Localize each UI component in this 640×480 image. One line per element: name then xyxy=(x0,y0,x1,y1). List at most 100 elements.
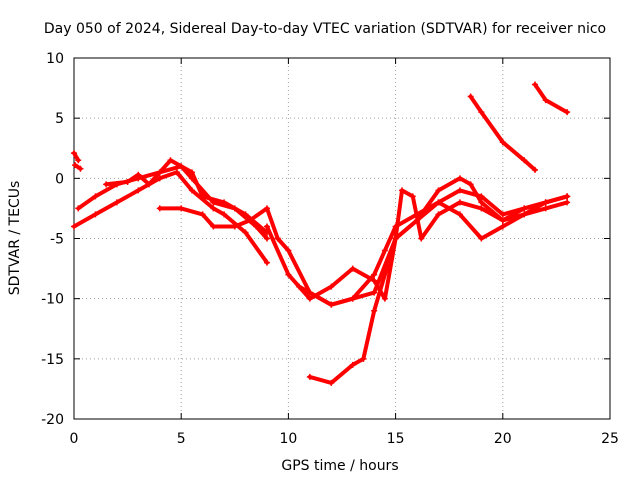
data-point xyxy=(92,193,99,200)
y-tick-label: -20 xyxy=(41,412,64,428)
y-tick-label: 0 xyxy=(55,171,64,187)
data-point xyxy=(124,178,131,185)
series-line xyxy=(533,82,570,115)
data-point xyxy=(409,193,416,200)
series-track-7 xyxy=(306,199,571,386)
data-point xyxy=(542,205,549,212)
data-point xyxy=(499,211,506,218)
data-point xyxy=(199,211,206,218)
data-point xyxy=(435,199,442,206)
data-point xyxy=(371,307,378,314)
data-point xyxy=(173,169,180,176)
data-point xyxy=(467,93,474,100)
series-track-10 xyxy=(531,81,571,116)
data-point xyxy=(349,361,356,368)
x-tick-label: 15 xyxy=(387,431,405,447)
data-point xyxy=(75,157,82,164)
series-track-4 xyxy=(156,205,281,242)
series-line xyxy=(307,200,570,385)
data-point xyxy=(392,235,399,242)
data-point xyxy=(242,229,249,236)
data-point xyxy=(360,355,367,362)
data-point xyxy=(210,223,217,230)
y-tick-label: -10 xyxy=(41,292,64,308)
data-point xyxy=(328,301,335,308)
data-point xyxy=(246,217,253,224)
data-point xyxy=(167,157,174,164)
data-point xyxy=(478,205,485,212)
x-tick-label: 25 xyxy=(601,431,619,447)
data-point xyxy=(478,235,485,242)
y-tick-label: 5 xyxy=(55,111,64,127)
series-track-1 xyxy=(71,169,270,266)
grid xyxy=(74,58,610,419)
data-point xyxy=(418,235,425,242)
series-line xyxy=(297,176,570,307)
data-point xyxy=(399,187,406,194)
data-point xyxy=(285,247,292,254)
series-line xyxy=(157,206,280,241)
axis-ticks: 0 5 10 15 20 25 -20 -15 -10 -5 0 5 10 xyxy=(41,51,619,447)
data-point xyxy=(456,187,463,194)
data-point xyxy=(521,157,528,164)
y-tick-label: 10 xyxy=(46,51,64,67)
data-point xyxy=(77,165,84,172)
data-point xyxy=(135,187,142,194)
data-point xyxy=(456,211,463,218)
data-point xyxy=(296,283,303,290)
data-point xyxy=(113,199,120,206)
data-point xyxy=(456,175,463,182)
data-point xyxy=(564,199,571,206)
data-point xyxy=(306,373,313,380)
x-tick-label: 10 xyxy=(279,431,297,447)
data-point xyxy=(531,81,538,88)
series-track-5 xyxy=(274,187,571,308)
data-point xyxy=(221,211,228,218)
data-point xyxy=(564,193,571,200)
x-tick-label: 5 xyxy=(177,431,186,447)
series-line xyxy=(104,158,269,235)
data-point xyxy=(456,199,463,206)
data-point xyxy=(263,259,270,266)
data-point xyxy=(103,181,110,188)
data-point xyxy=(72,162,79,169)
data-point xyxy=(371,277,378,284)
data-point xyxy=(381,247,388,254)
data-point xyxy=(467,181,474,188)
data-point xyxy=(542,199,549,206)
x-tick-label: 20 xyxy=(494,431,512,447)
data-point xyxy=(478,199,485,206)
data-point xyxy=(381,295,388,302)
data-point xyxy=(263,223,270,230)
data-point xyxy=(188,187,195,194)
series-track-11 xyxy=(71,150,82,164)
series-layer xyxy=(71,81,571,386)
data-point xyxy=(499,139,506,146)
data-point xyxy=(435,187,442,194)
data-point xyxy=(306,289,313,296)
data-point xyxy=(521,205,528,212)
series-track-8 xyxy=(296,175,571,308)
data-point xyxy=(328,379,335,386)
series-track-9 xyxy=(467,93,538,173)
data-point xyxy=(306,295,313,302)
data-point xyxy=(71,223,77,230)
data-point xyxy=(92,211,99,218)
data-point xyxy=(199,193,206,200)
data-point xyxy=(178,205,185,212)
data-point xyxy=(349,295,356,302)
data-point xyxy=(221,199,228,206)
series-track-12 xyxy=(72,162,84,172)
data-point xyxy=(349,265,356,272)
y-tick-label: -5 xyxy=(50,232,64,248)
data-point xyxy=(242,211,249,218)
data-point xyxy=(564,109,571,116)
data-point xyxy=(146,181,153,188)
data-point xyxy=(274,235,281,242)
data-point xyxy=(156,175,163,182)
data-point xyxy=(135,171,142,178)
series-track-6 xyxy=(263,187,571,302)
x-tick-label: 0 xyxy=(70,431,79,447)
data-point xyxy=(371,271,378,278)
